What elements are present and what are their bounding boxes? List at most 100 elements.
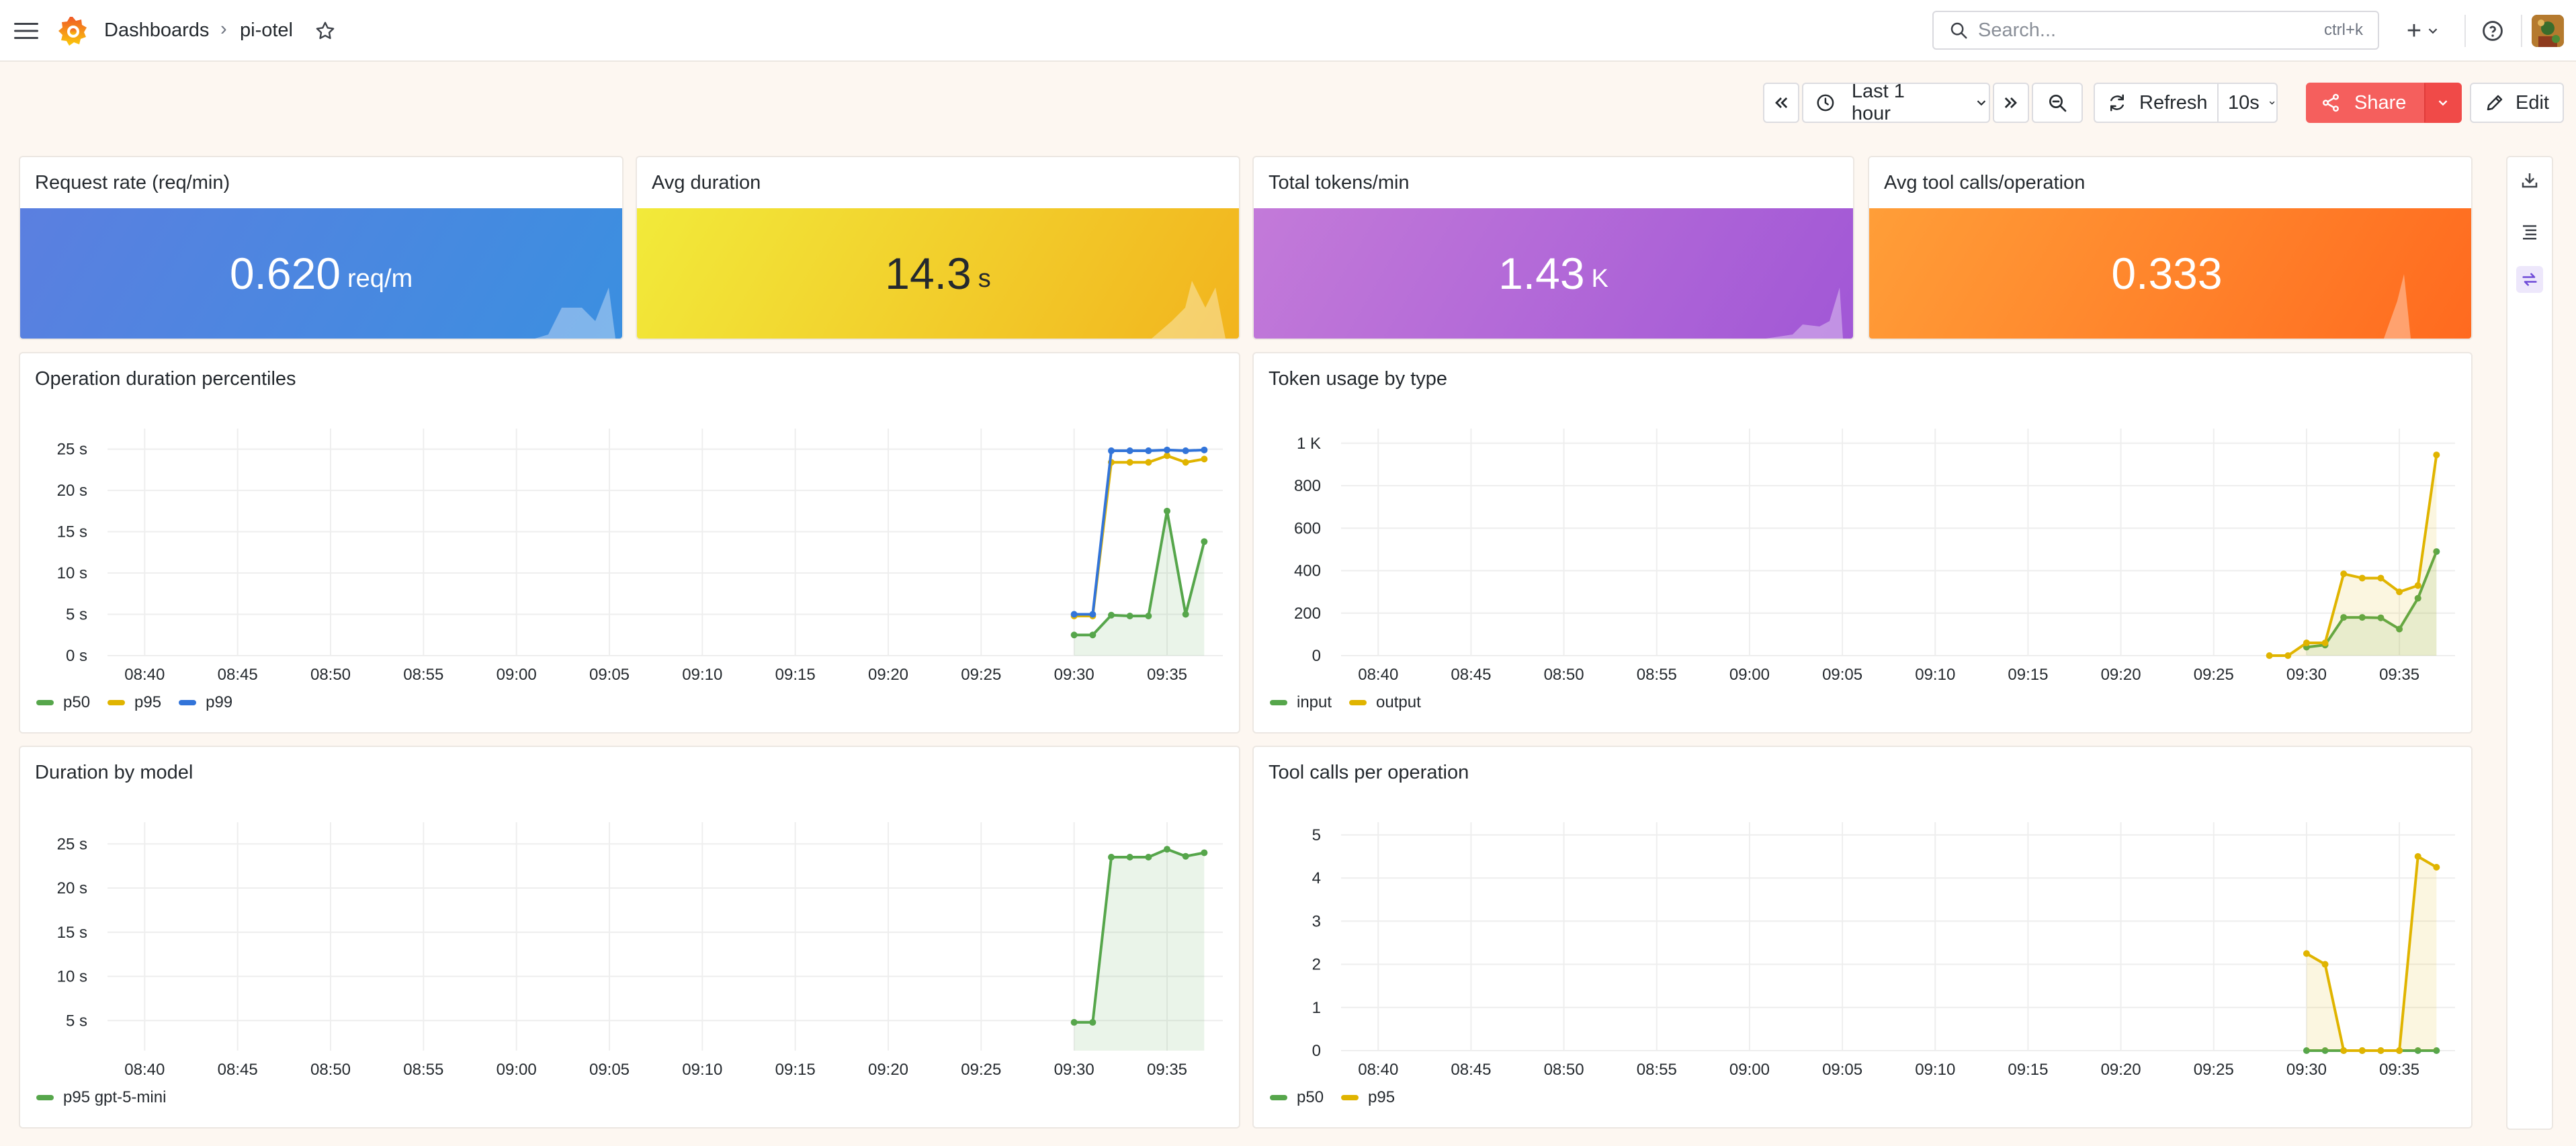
panel-title: Token usage by type <box>1269 368 1448 390</box>
x-tick-label: 08:55 <box>403 1061 443 1079</box>
data-point <box>2266 652 2273 659</box>
refresh-interval-picker[interactable]: 10s <box>2217 83 2278 123</box>
stat-panel[interactable]: Request rate (req/min) 0.620 req/m <box>19 156 624 340</box>
panel-title: Operation duration percentiles <box>35 368 296 390</box>
stat-value: 0.620 <box>229 249 341 298</box>
refresh-button[interactable]: Refresh <box>2094 83 2219 123</box>
data-point <box>2340 1047 2348 1054</box>
share-dropdown-button[interactable] <box>2424 83 2462 123</box>
panel-title: Avg duration <box>652 172 761 193</box>
chart-panel[interactable]: Tool calls per operation 0 1 2 3 4 5 08:40 08:45… <box>1252 746 2473 1129</box>
x-tick-label: 09:10 <box>1915 1061 1955 1079</box>
y-tick-label: 1 <box>1312 999 1321 1017</box>
x-tick-label: 09:30 <box>1054 1061 1094 1079</box>
user-avatar[interactable] <box>2532 15 2564 47</box>
time-range-label: Last 1 hour <box>1851 81 1905 124</box>
time-shift-forward-button[interactable] <box>1993 83 2029 123</box>
star-icon[interactable] <box>313 19 337 43</box>
chart-legend: input output <box>1270 693 1439 712</box>
x-tick-label: 09:35 <box>2379 666 2419 684</box>
y-tick-label: 0 <box>1312 1042 1321 1060</box>
add-button[interactable]: + <box>2400 16 2447 46</box>
legend-item[interactable]: p95 <box>1341 1088 1395 1107</box>
series-area <box>2306 856 2437 1051</box>
data-point <box>2321 1047 2329 1054</box>
stat-unit: req/m <box>347 264 413 293</box>
panel-title: Duration by model <box>35 762 194 783</box>
panel-title: Avg tool calls/operation <box>1884 172 2086 193</box>
legend-item[interactable]: p50 <box>36 693 90 712</box>
stat-panel[interactable]: Avg tool calls/operation 0.333 <box>1868 156 2473 340</box>
data-point <box>2414 582 2421 589</box>
x-tick-label: 09:25 <box>961 666 1001 684</box>
data-point <box>2377 614 2385 621</box>
data-point <box>1182 852 1189 860</box>
switch-icon[interactable] <box>2516 266 2543 293</box>
x-tick-label: 08:55 <box>1637 666 1677 684</box>
share-button[interactable]: Share <box>2306 83 2424 123</box>
data-point <box>2358 1047 2366 1054</box>
data-point <box>1126 459 1133 466</box>
refresh-interval-label: 10s <box>2228 91 2260 114</box>
top-navbar: Dashboards › pi-otel Search... ctrl+k + <box>0 0 2576 62</box>
breadcrumb-dashboards[interactable]: Dashboards <box>104 19 210 41</box>
time-shift-back-button[interactable] <box>1763 83 1799 123</box>
y-tick-label: 0 <box>1312 647 1321 665</box>
x-tick-label: 09:10 <box>682 1061 722 1079</box>
time-range-picker[interactable]: Last 1 hour <box>1802 81 1990 124</box>
x-tick-label: 09:35 <box>1147 1061 1187 1079</box>
chevron-down-icon <box>1977 100 1986 106</box>
stat-panel[interactable]: Avg duration 14.3 s <box>636 156 1240 340</box>
zoom-out-button[interactable] <box>2032 83 2083 123</box>
grafana-logo-icon[interactable] <box>56 15 89 47</box>
breadcrumb-separator: › <box>220 18 227 40</box>
y-tick-label: 25 s <box>57 441 87 459</box>
y-tick-label: 15 s <box>57 523 87 541</box>
search-input[interactable]: Search... ctrl+k <box>1932 11 2379 50</box>
chart-panel[interactable]: Duration by model 5 s 10 s 15 s 20 s 25 s 08:4… <box>19 746 1240 1129</box>
timeseries-plot: 0 200 400 600 800 1 K 08:40 08:45 08:50 08:55 09:0… <box>1294 429 2455 684</box>
x-tick-label: 09:05 <box>589 1061 630 1079</box>
x-tick-label: 08:50 <box>1544 1061 1584 1079</box>
divider <box>2521 15 2522 47</box>
breadcrumb-current: pi-otel <box>240 19 293 41</box>
legend-item[interactable]: p99 <box>179 693 232 712</box>
timeseries-plot: 5 s 10 s 15 s 20 s 25 s 08:40 08:45 08:50 08:55 0… <box>57 822 1223 1079</box>
series-area <box>2269 455 2437 656</box>
data-point <box>1201 849 1208 856</box>
stat-unit: K <box>1591 264 1608 293</box>
legend-item[interactable]: p95 gpt-5-mini <box>36 1088 166 1107</box>
y-tick-label: 600 <box>1294 519 1321 537</box>
x-tick-label: 09:25 <box>961 1061 1001 1079</box>
legend-item[interactable]: input <box>1270 693 1332 712</box>
data-point <box>1070 1018 1078 1026</box>
x-tick-label: 09:05 <box>589 666 630 684</box>
x-tick-label: 09:00 <box>497 666 537 684</box>
stat-panel[interactable]: Total tokens/min 1.43 K <box>1252 156 1854 340</box>
data-point <box>1145 447 1152 455</box>
chart-panel[interactable]: Operation duration percentiles 0 s 5 s 10 s… <box>19 352 1240 734</box>
chart-panel[interactable]: Token usage by type 0 200 400 600 800 1 K 08:40… <box>1252 352 2473 734</box>
menu-icon[interactable] <box>11 16 42 46</box>
x-tick-label: 09:25 <box>2194 666 2234 684</box>
x-tick-label: 09:30 <box>2286 666 2327 684</box>
help-icon[interactable] <box>2478 16 2507 46</box>
legend-label: p95 <box>1368 1088 1396 1106</box>
outline-list-icon[interactable] <box>2516 218 2543 245</box>
plus-icon: + <box>2406 17 2422 45</box>
data-point <box>1182 447 1189 455</box>
data-point <box>1070 611 1078 618</box>
y-tick-label: 5 s <box>66 1012 87 1030</box>
x-tick-label: 09:20 <box>2101 666 2141 684</box>
share-label: Share <box>2354 91 2407 114</box>
edit-button[interactable]: Edit <box>2470 83 2564 123</box>
legend-item[interactable]: output <box>1349 693 1421 712</box>
legend-item[interactable]: p95 <box>108 693 161 712</box>
series-line-output <box>2269 454 2438 657</box>
data-point <box>2358 574 2366 582</box>
download-icon[interactable] <box>2516 167 2543 193</box>
x-tick-label: 09:35 <box>2379 1061 2419 1079</box>
legend-item[interactable]: p50 <box>1270 1088 1324 1107</box>
legend-swatch <box>36 1095 54 1100</box>
data-point <box>1164 452 1170 459</box>
